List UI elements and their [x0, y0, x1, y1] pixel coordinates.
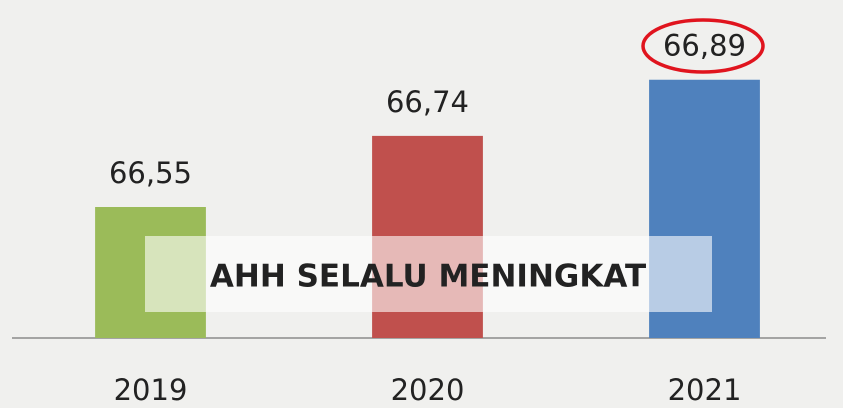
highlight-circle — [641, 18, 765, 74]
x-tick-label: 2019 — [114, 373, 188, 407]
annotation: AHH SELALU MENINGKAT — [210, 259, 646, 295]
x-tick-label: 2021 — [668, 373, 742, 407]
annotation-box — [145, 236, 712, 312]
value-label: 66,55 — [109, 156, 192, 190]
value-label: 66,89 — [663, 29, 746, 63]
value-label: 66,74 — [386, 85, 469, 119]
x-tick-label: 2020 — [391, 373, 465, 407]
